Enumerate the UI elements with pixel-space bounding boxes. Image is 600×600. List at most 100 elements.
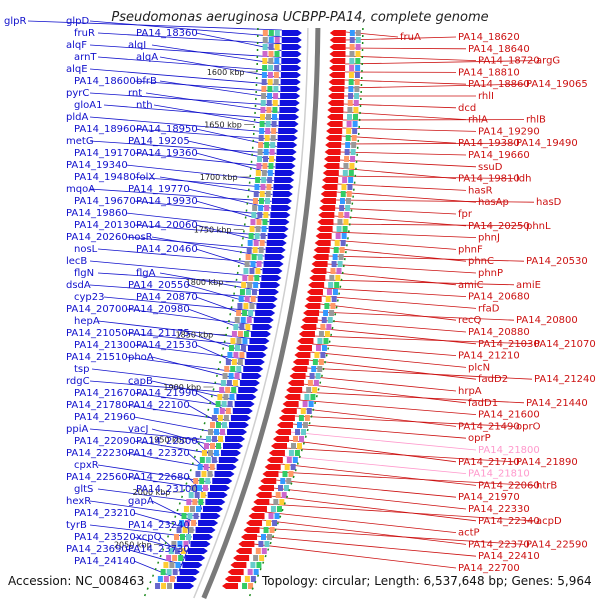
left-gene-label[interactable]: rdgC: [66, 376, 90, 387]
left-gene-label[interactable]: PA14_19670: [74, 196, 136, 207]
right-gene-label[interactable]: PA14_22330: [468, 504, 530, 515]
right-gene-label[interactable]: PA14_21070: [534, 339, 596, 350]
left-gene-label[interactable]: metG: [66, 136, 94, 147]
right-gene-label[interactable]: ssuD: [478, 162, 503, 173]
left-gene-label[interactable]: PA14_20700: [66, 304, 128, 315]
right-gene-label[interactable]: PA14_19290: [478, 126, 540, 137]
left-gene-label[interactable]: PA14_23210: [74, 508, 136, 519]
left-gene-label[interactable]: PA14_23690: [66, 544, 128, 555]
right-gene-label[interactable]: PA14_18620: [458, 32, 520, 43]
left-gene-label[interactable]: arnT: [74, 52, 97, 63]
left-gene-label[interactable]: alqE: [66, 64, 88, 75]
right-gene-label[interactable]: PA14_20800: [516, 315, 578, 326]
right-gene-label[interactable]: PA14_18720: [478, 56, 540, 67]
left-gene-label[interactable]: pyrC: [66, 88, 89, 99]
left-gene-label[interactable]: alqF: [66, 40, 87, 51]
left-gene-label[interactable]: PA14_21990: [136, 388, 198, 399]
left-gene-label[interactable]: gloA1: [74, 100, 102, 111]
right-gene-label[interactable]: phnF: [458, 244, 483, 255]
left-gene-label[interactable]: PA14_18960: [74, 124, 136, 135]
left-gene-label[interactable]: vacJ: [128, 424, 149, 435]
left-gene-label[interactable]: nth: [136, 100, 153, 111]
left-gene-label[interactable]: PA14_19205: [128, 136, 190, 147]
left-gene-label[interactable]: ppiA: [66, 424, 88, 435]
right-gene-label[interactable]: PA14_22590: [526, 539, 588, 550]
left-gene-label[interactable]: hepA: [74, 316, 100, 327]
left-gene-label[interactable]: gltS: [74, 484, 93, 495]
right-gene-label[interactable]: fadD2: [478, 374, 508, 385]
left-gene-label[interactable]: cpxR: [74, 460, 99, 471]
left-gene-label[interactable]: PA14_20980: [128, 304, 190, 315]
right-gene-label[interactable]: PA14_21600: [478, 410, 540, 421]
right-gene-label[interactable]: fruA: [400, 32, 421, 43]
left-gene-label[interactable]: alqI: [128, 40, 146, 51]
right-gene-label[interactable]: PA14_19660: [468, 150, 530, 161]
right-gene-label[interactable]: PA14_22340: [478, 516, 540, 527]
right-gene-label[interactable]: PA14_20880: [468, 327, 530, 338]
left-gene-label[interactable]: PA14_24140: [74, 556, 136, 567]
right-gene-label[interactable]: PA14_18640: [468, 44, 530, 55]
left-gene-label[interactable]: cyp23: [74, 292, 105, 303]
left-gene-label[interactable]: PA14_22230: [66, 448, 128, 459]
right-gene-label[interactable]: rhlI: [478, 91, 494, 102]
left-gene-label[interactable]: PA14_20130: [74, 220, 136, 231]
right-gene-label[interactable]: PA14_20680: [468, 292, 530, 303]
left-gene-label[interactable]: nosR: [128, 232, 153, 243]
left-gene-label[interactable]: PA14_19480: [74, 172, 136, 183]
right-gene-label[interactable]: PA14_21210: [458, 351, 520, 362]
left-gene-label[interactable]: flgN: [74, 268, 94, 279]
right-gene-label[interactable]: acpD: [536, 516, 562, 527]
right-gene-label[interactable]: PA14_21800: [478, 445, 540, 456]
right-gene-label[interactable]: phnL: [526, 221, 551, 232]
right-gene-label[interactable]: PA14_22410: [478, 551, 540, 562]
left-gene-label[interactable]: PA14_18360: [136, 28, 198, 39]
left-gene-label[interactable]: PA14_23100: [136, 484, 198, 495]
right-gene-label[interactable]: rhlB: [526, 115, 546, 126]
left-gene-label[interactable]: PA14_22680: [128, 472, 190, 483]
left-gene-label[interactable]: PA14_21530: [136, 340, 198, 351]
right-gene-label[interactable]: PA14_21030: [478, 339, 540, 350]
right-gene-label[interactable]: PA14_21710: [458, 457, 520, 468]
left-gene-label[interactable]: PA14_21300: [74, 340, 136, 351]
left-gene-label[interactable]: xcpQ: [136, 532, 162, 543]
left-gene-label[interactable]: PA14_22320: [128, 448, 190, 459]
left-gene-label[interactable]: PA14_21780: [66, 400, 128, 411]
right-gene-label[interactable]: PA14_21890: [516, 457, 578, 468]
right-gene-label[interactable]: PA14_21810: [468, 469, 530, 480]
left-gene-label[interactable]: nosL: [74, 244, 98, 255]
left-gene-label[interactable]: PA14_23240: [128, 520, 190, 531]
left-gene-label[interactable]: glpD: [66, 16, 89, 27]
right-gene-label[interactable]: hasD: [536, 197, 562, 208]
right-gene-label[interactable]: PA14_19065: [526, 79, 588, 90]
right-gene-label[interactable]: PA14_21970: [458, 492, 520, 503]
right-gene-label[interactable]: rhlA: [468, 115, 488, 126]
left-gene-label[interactable]: PA14_18600: [74, 76, 136, 87]
right-gene-label[interactable]: amiC: [458, 280, 484, 291]
right-gene-label[interactable]: amiE: [516, 280, 541, 291]
right-gene-label[interactable]: PA14_19810: [458, 174, 520, 185]
left-gene-label[interactable]: PA14_21175: [128, 328, 190, 339]
left-gene-label[interactable]: PA14_20260: [66, 232, 128, 243]
left-gene-label[interactable]: tsp: [74, 364, 89, 375]
left-gene-label[interactable]: PA14_19770: [128, 184, 190, 195]
right-gene-label[interactable]: oprO: [516, 421, 541, 432]
right-gene-label[interactable]: PA14_21440: [526, 398, 588, 409]
right-gene-label[interactable]: PA14_20530: [526, 256, 588, 267]
left-gene-label[interactable]: PA14_19340: [66, 160, 128, 171]
right-gene-label[interactable]: PA14_20250: [468, 221, 530, 232]
left-gene-label[interactable]: glpR: [4, 16, 26, 27]
left-gene-label[interactable]: PA14_19860: [66, 208, 128, 219]
left-gene-label[interactable]: folX: [136, 172, 155, 183]
right-gene-label[interactable]: hrpA: [458, 386, 482, 397]
left-gene-label[interactable]: PA14_20460: [136, 244, 198, 255]
right-gene-label[interactable]: fpr: [458, 209, 473, 220]
right-gene-label[interactable]: htrB: [536, 480, 557, 491]
right-gene-label[interactable]: oprP: [468, 433, 491, 444]
left-gene-label[interactable]: lecB: [66, 256, 87, 267]
right-gene-label[interactable]: PA14_22060: [478, 480, 540, 491]
left-gene-label[interactable]: PA14_21510: [66, 352, 128, 363]
right-gene-label[interactable]: PA14_18860: [468, 79, 530, 90]
left-gene-label[interactable]: PA14_22100: [128, 400, 190, 411]
right-gene-label[interactable]: phnJ: [478, 233, 500, 244]
right-gene-label[interactable]: PA14_22370: [468, 539, 530, 550]
